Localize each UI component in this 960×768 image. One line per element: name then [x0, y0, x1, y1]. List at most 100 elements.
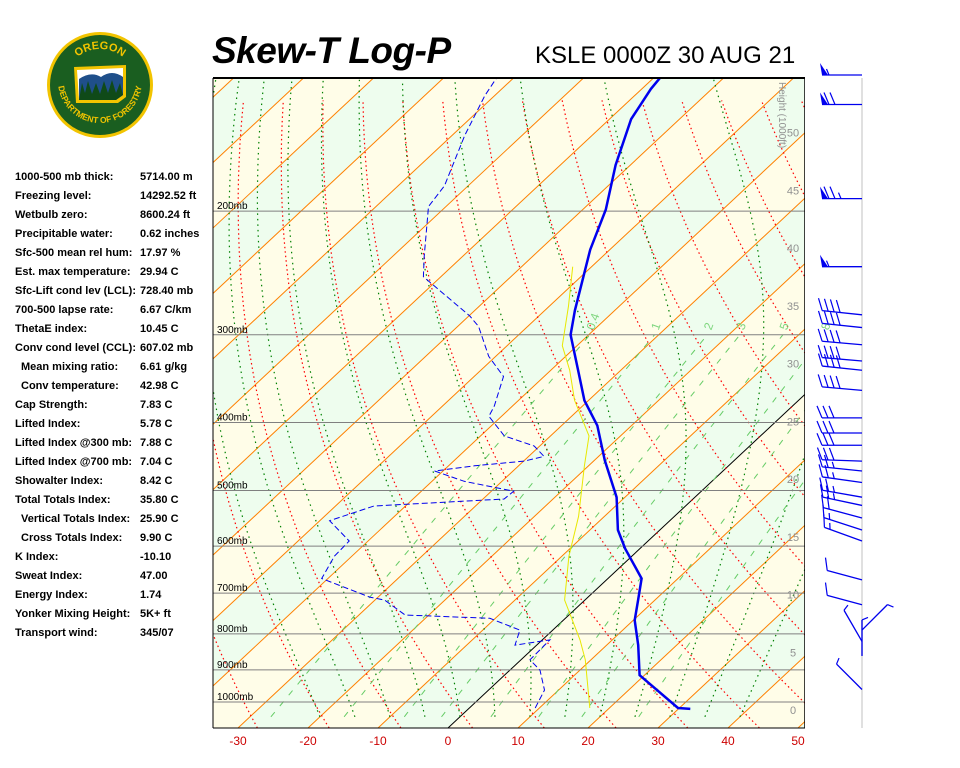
wind-barb-full — [824, 582, 828, 596]
wind-barb-staff — [822, 476, 863, 484]
index-row: Energy Index: 1.74 — [15, 586, 215, 605]
wind-barb — [824, 557, 863, 581]
wind-barb — [820, 254, 862, 268]
index-value: 7.88 C — [140, 437, 173, 449]
wind-barb — [817, 297, 863, 316]
x-tick-label: 0 — [445, 734, 452, 748]
index-value: 0.62 inches — [140, 228, 200, 240]
height-tick-label: 20 — [787, 474, 799, 486]
index-value: 9.90 C — [140, 532, 173, 544]
wind-barb — [820, 62, 862, 76]
wind-barb-staff — [824, 526, 863, 542]
wind-barb-staff — [822, 496, 863, 507]
index-row: Freezing level: 14292.52 ft — [15, 187, 215, 206]
wind-barb-full — [816, 447, 823, 460]
index-value: 8600.24 ft — [140, 209, 191, 221]
index-row: K Index: -10.10 — [15, 548, 215, 567]
wind-barb-full — [816, 405, 823, 419]
index-label: Lifted Index @700 mb: — [15, 456, 133, 468]
index-label: Lifted Index: — [15, 418, 81, 430]
wind-barb-half — [832, 472, 835, 479]
moist-adiabat — [287, 79, 426, 717]
wind-barb — [861, 604, 894, 631]
mixing-ratio-label: 1 — [648, 320, 664, 331]
wind-barb-full — [823, 514, 826, 528]
wind-barb-full — [822, 433, 829, 446]
wind-barb-half — [832, 493, 836, 500]
wind-barb-full — [828, 433, 835, 446]
index-row: Showalter Index: 8.42 C — [15, 472, 215, 491]
height-tick-label: 15 — [787, 532, 799, 544]
dewpoint-line — [320, 78, 552, 709]
wind-barb-full — [825, 485, 830, 499]
index-row: Total Totals Index: 35.80 C — [15, 491, 215, 510]
sounding-traces — [320, 78, 691, 711]
wind-barb-staff — [822, 365, 863, 371]
moist-adiabat — [320, 79, 461, 717]
x-tick-label: 20 — [581, 734, 595, 748]
wind-barb-half — [835, 657, 840, 665]
temperature-band — [798, 721, 805, 728]
wind-barb-full — [826, 496, 830, 510]
mixing-ratio-label: 5 — [777, 320, 793, 331]
index-label: Vertical Totals Index: — [21, 513, 131, 525]
index-label: Precipitable water: — [15, 228, 113, 240]
wind-barb-full — [823, 298, 829, 312]
dry-adiabat — [641, 100, 805, 427]
mixing-ratio-label: 2 — [701, 320, 717, 331]
index-value: 8.42 C — [140, 475, 173, 487]
height-tick-label: 35 — [787, 301, 799, 313]
height-axis-label: Height (1000ft) — [776, 82, 787, 148]
wind-barb-half — [837, 192, 842, 199]
index-value: 1.74 — [140, 589, 162, 601]
index-row: Lifted Index: 5.78 C — [15, 415, 215, 434]
isotherm — [213, 78, 234, 98]
index-label: ThetaE index: — [15, 323, 88, 335]
wind-barb-half — [825, 68, 830, 76]
dry-adiabat — [881, 100, 960, 728]
wind-barb-full — [835, 355, 841, 369]
index-label: Sfc-500 mean rel hum: — [15, 247, 133, 259]
index-value: 5K+ ft — [140, 608, 171, 620]
wind-barb — [819, 484, 863, 507]
index-label: Sweat Index: — [15, 570, 83, 582]
wind-barb-full — [823, 311, 829, 325]
wind-barb — [820, 92, 862, 106]
wind-pennant — [820, 254, 828, 267]
wet-bulb-line — [561, 266, 591, 709]
height-tick-label: 25 — [787, 416, 799, 428]
index-value: 6.61 g/kg — [140, 361, 188, 373]
wind-barb-full — [817, 310, 823, 324]
wind-barb-staff — [823, 517, 863, 531]
pressure-label: 800mb — [217, 624, 248, 635]
pressure-label: 600mb — [217, 536, 248, 547]
wind-barb — [843, 604, 863, 642]
index-row: Lifted Index @700 mb: 7.04 C — [15, 453, 215, 472]
wind-barb-full — [835, 346, 841, 360]
height-tick-label: 50 — [787, 128, 799, 140]
index-value: 35.80 C — [140, 494, 179, 506]
wind-pennant — [820, 186, 828, 199]
index-label: Transport wind: — [15, 627, 98, 639]
wind-barb-half — [887, 604, 894, 608]
oregon-department-of-forestry-logo: OREGON DEPARTMENT OF FORESTRY — [47, 32, 153, 138]
index-label: Conv cond level (CCL): — [15, 342, 137, 354]
index-row: Est. max temperature: 29.94 C — [15, 263, 215, 282]
wind-barb — [816, 447, 863, 462]
index-value: 728.40 mb — [140, 285, 194, 297]
mixing-ratio-label: 0.4 — [584, 311, 603, 332]
mixing-ratio-line — [538, 359, 805, 718]
index-label: Lifted Index @300 mb: — [15, 437, 133, 449]
mixing-ratio-line — [441, 334, 741, 718]
height-tick-label: 10 — [787, 590, 799, 602]
index-row: Yonker Mixing Height: 5K+ ft — [15, 605, 215, 624]
dry-adiabat — [481, 100, 805, 704]
wind-barb-staff — [827, 594, 863, 606]
wind-barb — [817, 353, 863, 371]
index-label: Showalter Index: — [15, 475, 104, 487]
background-bands — [213, 78, 805, 728]
wind-barb-full — [824, 557, 828, 571]
x-tick-label: -20 — [299, 734, 317, 748]
wind-barb-staff — [836, 663, 863, 690]
wind-barb-half — [825, 260, 830, 267]
